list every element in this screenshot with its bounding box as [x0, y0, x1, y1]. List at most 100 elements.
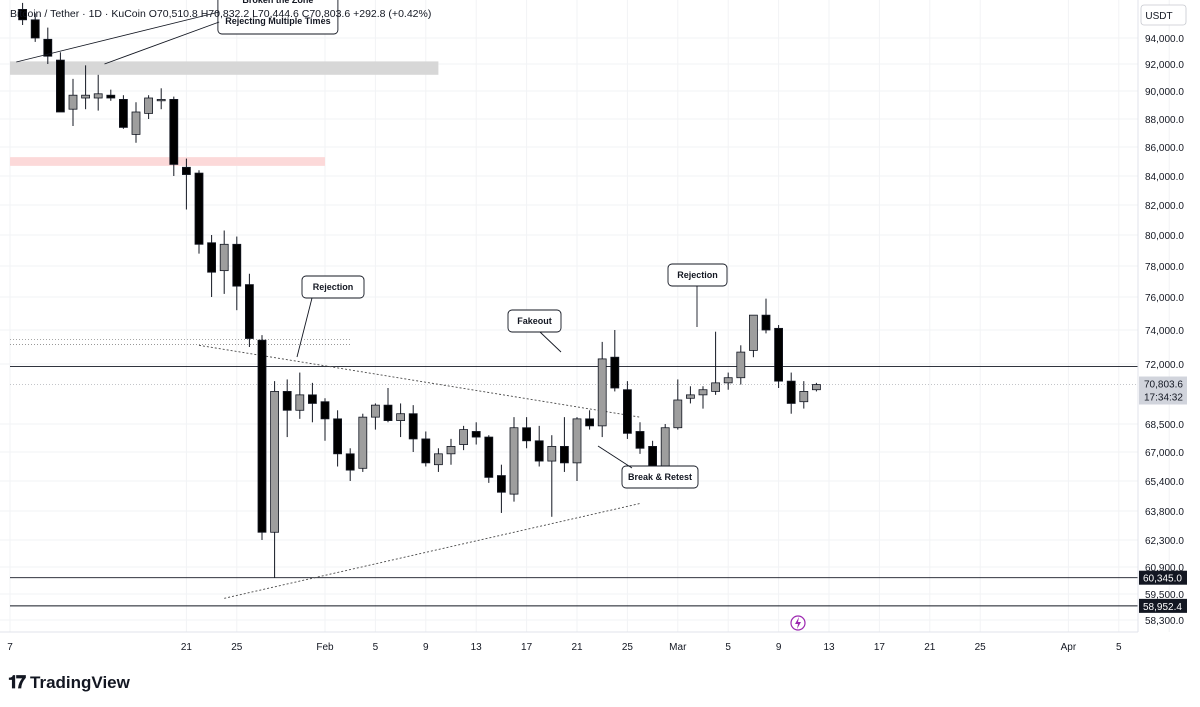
candle-body: [320, 401, 330, 420]
price-tick-label: 84,000.0: [1145, 172, 1184, 183]
candle: [307, 382, 317, 423]
candle-body: [106, 94, 116, 99]
candle-body: [698, 389, 708, 396]
time-tick-label: 9: [776, 642, 782, 653]
candle: [81, 65, 90, 110]
candle: [711, 331, 720, 395]
candle: [270, 381, 280, 578]
candle: [723, 372, 733, 390]
time-tick-label: 13: [823, 642, 835, 653]
candle-body: [585, 418, 594, 427]
price-tick-label: 72,000.0: [1145, 360, 1184, 371]
lightning-icon: [795, 617, 801, 629]
candle: [156, 88, 166, 110]
candle: [421, 431, 431, 467]
candle: [232, 236, 242, 311]
price-tick-label: 63,800.0: [1145, 507, 1184, 518]
price-tag-current: [1139, 376, 1187, 405]
annotation-text: Break & Retest: [628, 472, 692, 482]
time-tick-label: 21: [571, 642, 583, 653]
annotation-tail: [597, 445, 633, 469]
candle: [534, 425, 544, 467]
candle: [522, 417, 531, 449]
candle: [698, 386, 708, 409]
candle: [43, 27, 53, 64]
candle-body: [496, 475, 506, 493]
candle: [812, 382, 821, 392]
candle-body: [81, 94, 90, 99]
close-value: 70,803.6: [309, 8, 351, 20]
candle: [774, 325, 783, 388]
candle-body: [333, 418, 343, 455]
candle-body: [144, 97, 154, 114]
candle: [673, 379, 683, 430]
candle-body: [131, 111, 141, 135]
time-tick-label: 21: [924, 642, 936, 653]
time-tick-label: 5: [1116, 642, 1122, 653]
annotation-tail: [104, 21, 220, 65]
candle-body: [383, 404, 393, 421]
price-tick-label: 68,500.0: [1145, 420, 1184, 431]
candle-body: [257, 339, 267, 533]
candle: [786, 372, 796, 414]
candle: [194, 170, 204, 254]
annotation-tail: [296, 297, 313, 358]
tradingview-mark-icon: 𝟏𝟕: [8, 672, 26, 693]
candle: [484, 435, 494, 483]
candle: [358, 413, 368, 472]
candle: [686, 386, 695, 404]
candle-body: [623, 389, 632, 434]
high-value: 70,832.2: [208, 8, 250, 20]
candle: [219, 230, 229, 294]
annotation-text: Broken the Zone: [242, 0, 313, 5]
candle-body: [244, 284, 254, 339]
tradingview-logo[interactable]: 𝟏𝟕 TradingView: [8, 672, 130, 693]
candle: [295, 372, 305, 419]
price-tick-label: 88,000.0: [1145, 115, 1184, 126]
candle: [610, 330, 620, 392]
candle: [408, 405, 418, 452]
candle-body: [181, 166, 191, 175]
candle: [585, 410, 594, 430]
candle-body: [799, 391, 809, 403]
candle-body: [534, 440, 544, 462]
candle-body: [711, 382, 720, 392]
time-tick-label: Feb: [316, 642, 334, 653]
annotation-tail: [16, 11, 220, 63]
candle: [736, 345, 746, 385]
candle: [383, 388, 393, 423]
candle: [396, 403, 406, 438]
candle: [207, 235, 217, 297]
candle: [560, 417, 569, 472]
logo-text: TradingView: [30, 672, 130, 692]
currency-button[interactable]: [1140, 4, 1187, 26]
time-tick-label: 17: [874, 642, 886, 653]
candle-body: [635, 431, 645, 449]
candle: [799, 381, 809, 409]
candle-body: [207, 242, 217, 273]
candle-body: [660, 427, 670, 473]
candle-body: [673, 399, 683, 429]
candle: [761, 298, 771, 334]
time-tick-label: 25: [231, 642, 243, 653]
candle-body: [307, 394, 317, 404]
price-tick-label: 86,000.0: [1145, 143, 1184, 154]
candle-body: [119, 99, 128, 128]
candle-body: [282, 391, 292, 411]
countdown-text: 17:34:32: [1144, 393, 1183, 404]
price-tick-label: 80,000.0: [1145, 231, 1184, 242]
candle: [433, 448, 443, 472]
candle-body: [30, 19, 40, 39]
change-value: +292.8 (+0.42%): [353, 8, 432, 20]
candle: [144, 95, 154, 119]
trendline: [198, 344, 641, 418]
candle-body: [723, 377, 733, 384]
price-tick-label: 82,000.0: [1145, 201, 1184, 212]
candle-body: [686, 394, 695, 399]
high-label: H: [200, 8, 209, 20]
candle-body: [522, 427, 531, 442]
price-tag-text: 58,952.4: [1143, 602, 1182, 613]
candle: [244, 273, 254, 347]
annotation-text: Fakeout: [517, 316, 552, 326]
